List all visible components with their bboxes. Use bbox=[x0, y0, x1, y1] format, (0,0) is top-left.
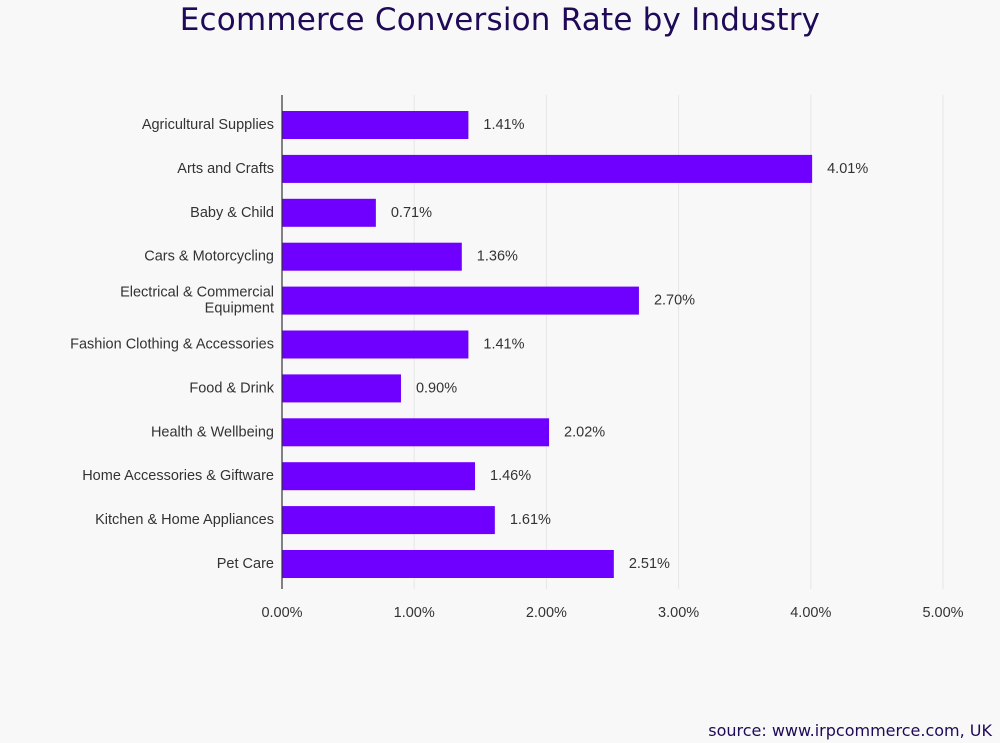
category-label: Food & Drink bbox=[189, 380, 274, 396]
value-label: 1.36% bbox=[477, 249, 518, 265]
value-label: 2.51% bbox=[629, 556, 670, 572]
category-label: Baby & Child bbox=[190, 205, 274, 221]
category-label: Arts and Crafts bbox=[177, 161, 274, 177]
value-label: 1.61% bbox=[510, 512, 551, 528]
bar bbox=[282, 462, 476, 491]
x-tick-label: 3.00% bbox=[658, 605, 699, 621]
source-note: source: www.irpcommerce.com, UK bbox=[708, 721, 992, 740]
category-label: Electrical & Commercial Equipment bbox=[120, 285, 274, 317]
value-label: 2.70% bbox=[654, 293, 695, 309]
value-label: 1.46% bbox=[490, 468, 531, 484]
value-label: 2.02% bbox=[564, 424, 605, 440]
x-tick-label: 5.00% bbox=[922, 605, 963, 621]
value-label: 0.71% bbox=[391, 205, 432, 221]
bar bbox=[282, 242, 462, 271]
x-tick-label: 1.00% bbox=[394, 605, 435, 621]
bar bbox=[282, 154, 813, 183]
x-tick-label: 2.00% bbox=[526, 605, 567, 621]
category-label: Pet Care bbox=[217, 556, 274, 572]
bar bbox=[282, 374, 401, 403]
category-label: Health & Wellbeing bbox=[151, 424, 274, 440]
bar bbox=[282, 111, 469, 139]
chart-title: Ecommerce Conversion Rate by Industry bbox=[179, 2, 821, 38]
category-label: Agricultural Supplies bbox=[142, 117, 274, 133]
value-label: 1.41% bbox=[483, 337, 524, 353]
bar bbox=[282, 418, 550, 447]
bar bbox=[282, 198, 376, 227]
bar bbox=[282, 286, 639, 315]
bar bbox=[282, 330, 469, 359]
category-label: Fashion Clothing & Accessories bbox=[70, 337, 274, 353]
value-label: 0.90% bbox=[416, 380, 457, 396]
category-label: Cars & Motorcycling bbox=[144, 249, 274, 265]
bar bbox=[282, 506, 495, 535]
category-label: Home Accessories & Giftware bbox=[82, 468, 274, 484]
value-label: 1.41% bbox=[483, 117, 524, 133]
x-tick-label: 4.00% bbox=[790, 605, 831, 621]
x-tick-label: 0.00% bbox=[261, 605, 302, 621]
category-label: Kitchen & Home Appliances bbox=[95, 512, 274, 528]
bar bbox=[282, 550, 614, 578]
value-label: 4.01% bbox=[827, 161, 868, 177]
